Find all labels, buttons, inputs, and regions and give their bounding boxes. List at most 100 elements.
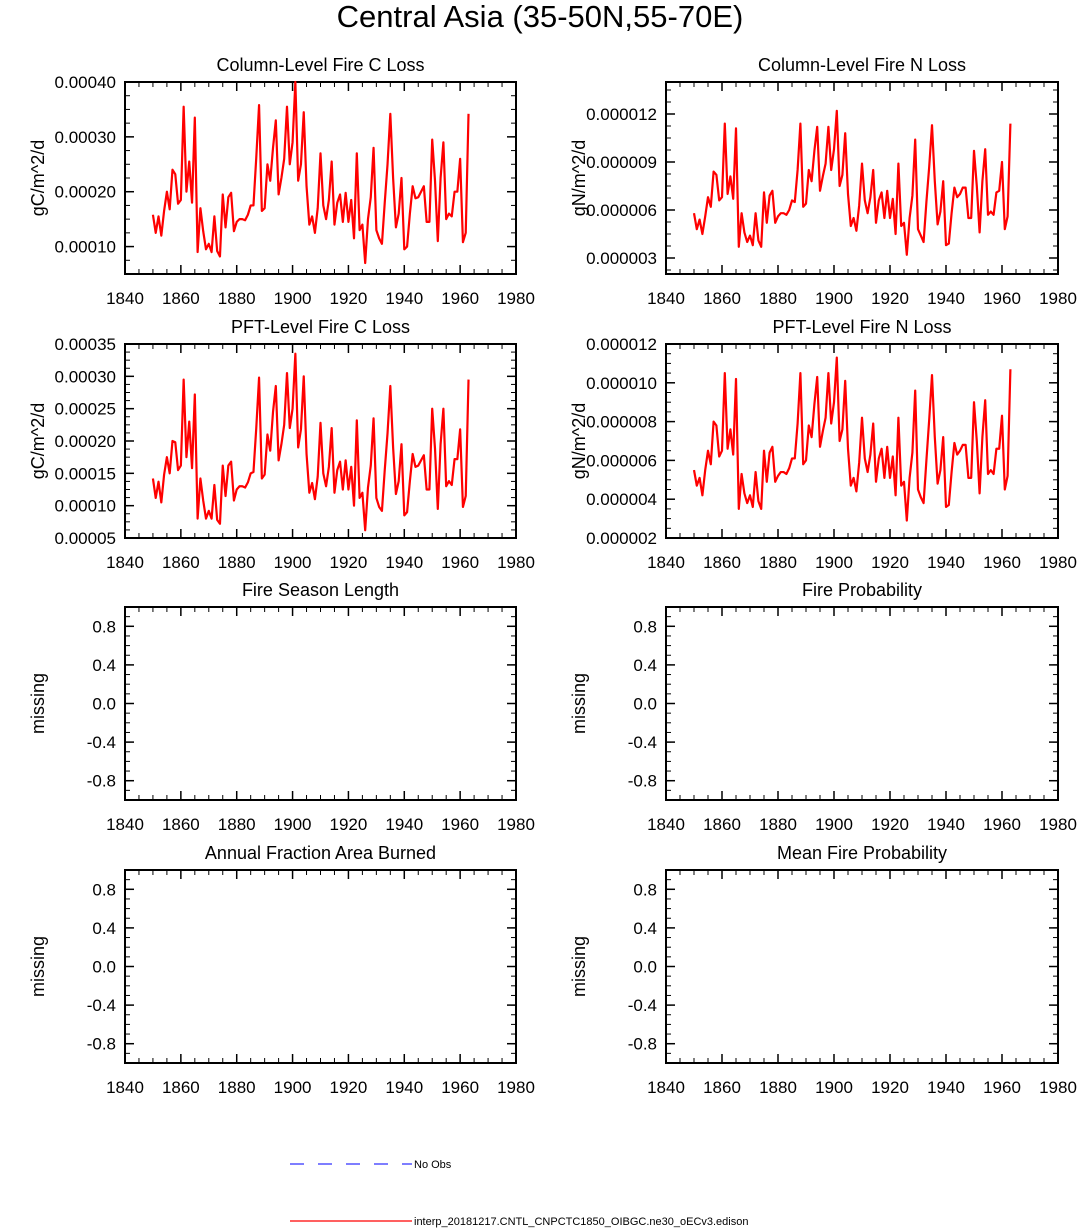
x-tick-label: 1900 [274, 289, 312, 308]
x-tick-label: 1860 [162, 815, 200, 834]
x-tick-label: 1880 [218, 815, 256, 834]
x-tick-label: 1880 [759, 1078, 797, 1097]
x-tick-label: 1900 [274, 1078, 312, 1097]
y-tick-label: 0.4 [92, 656, 116, 675]
y-tick-label: 0.00030 [55, 367, 116, 386]
x-tick-label: 1980 [1039, 553, 1077, 572]
y-tick-label: 0.000006 [586, 201, 657, 220]
series-line-model [151, 80, 470, 265]
chart-title: PFT-Level Fire C Loss [231, 317, 410, 337]
chart-title: Annual Fraction Area Burned [205, 843, 436, 863]
y-tick-label: 0.000010 [586, 374, 657, 393]
x-tick-label: 1960 [983, 1078, 1021, 1097]
x-tick-label: 1880 [759, 289, 797, 308]
y-tick-label: 0.000003 [586, 249, 657, 268]
x-tick-label: 1920 [871, 289, 909, 308]
x-tick-label: 1880 [759, 553, 797, 572]
y-tick-label: 0.00010 [55, 238, 116, 257]
y-tick-label: 0.0 [92, 695, 116, 714]
x-tick-label: 1840 [647, 289, 685, 308]
x-tick-label: 1960 [441, 553, 479, 572]
y-tick-label: -0.8 [87, 772, 116, 791]
x-tick-label: 1940 [927, 289, 965, 308]
plot-frame [124, 869, 517, 1064]
x-tick-label: 1940 [385, 1078, 423, 1097]
series-line-model [151, 352, 470, 532]
x-tick-label: 1900 [274, 553, 312, 572]
x-tick-label: 1880 [218, 553, 256, 572]
x-tick-label: 1860 [703, 289, 741, 308]
y-tick-label: 0.8 [633, 617, 657, 636]
x-tick-label: 1920 [330, 553, 368, 572]
y-tick-label: 0.000004 [586, 490, 657, 509]
x-tick-label: 1880 [218, 1078, 256, 1097]
y-tick-label: 0.0 [633, 958, 657, 977]
y-tick-label: 0.00030 [55, 128, 116, 147]
y-tick-label: -0.8 [628, 772, 657, 791]
x-tick-label: 1860 [703, 1078, 741, 1097]
chart-title: Column-Level Fire C Loss [216, 55, 424, 75]
chart-title: Column-Level Fire N Loss [758, 55, 966, 75]
x-tick-label: 1840 [106, 289, 144, 308]
y-tick-label: 0.00020 [55, 183, 116, 202]
plot-frame [665, 606, 1059, 801]
x-tick-label: 1940 [385, 815, 423, 834]
y-tick-label: 0.00005 [55, 529, 116, 548]
y-axis-label: gN/m^2/d [569, 140, 589, 216]
y-axis-label: gC/m^2/d [28, 140, 48, 216]
y-tick-label: 0.00025 [55, 400, 116, 419]
x-tick-label: 1900 [815, 553, 853, 572]
y-axis-label: gC/m^2/d [28, 403, 48, 479]
chart-title: Fire Season Length [242, 580, 399, 600]
y-tick-label: 0.00015 [55, 464, 116, 483]
y-tick-label: 0.8 [633, 880, 657, 899]
y-tick-label: -0.4 [87, 996, 116, 1015]
y-tick-label: -0.8 [87, 1035, 116, 1054]
x-tick-label: 1940 [927, 1078, 965, 1097]
x-tick-label: 1840 [106, 553, 144, 572]
chart-pft-level-fire-n-loss: PFT-Level Fire N Loss gN/m^2/d 1840 1860 188… [569, 317, 1077, 572]
x-tick-label: 1980 [497, 815, 535, 834]
x-tick-label: 1940 [927, 553, 965, 572]
y-tick-label: 0.000006 [586, 451, 657, 470]
x-tick-label: 1840 [647, 1078, 685, 1097]
x-tick-label: 1940 [385, 553, 423, 572]
x-tick-label: 1900 [815, 289, 853, 308]
x-tick-label: 1900 [274, 815, 312, 834]
x-tick-label: 1920 [330, 815, 368, 834]
chart-pft-level-fire-c-loss: PFT-Level Fire C Loss gC/m^2/d 1840 1860 188… [28, 317, 535, 572]
chart-column-level-fire-c-loss: Column-Level Fire C Loss gC/m^2/d 1840 1860… [28, 55, 535, 308]
y-tick-label: 0.0 [92, 958, 116, 977]
y-tick-label: 0.000012 [586, 335, 657, 354]
y-tick-label: 0.8 [92, 880, 116, 899]
x-tick-label: 1980 [1039, 289, 1077, 308]
x-tick-label: 1860 [162, 289, 200, 308]
y-tick-label: 0.00040 [55, 73, 116, 92]
y-axis-label: missing [28, 936, 48, 997]
x-tick-label: 1980 [497, 289, 535, 308]
y-tick-label: -0.4 [628, 733, 657, 752]
x-tick-label: 1900 [815, 815, 853, 834]
x-tick-label: 1960 [983, 553, 1021, 572]
y-axis-label: missing [28, 673, 48, 734]
figure-title: Central Asia (35-50N,55-70E) [337, 0, 744, 34]
y-tick-label: 0.000002 [586, 529, 657, 548]
x-tick-label: 1920 [330, 1078, 368, 1097]
y-tick-label: -0.4 [87, 733, 116, 752]
chart-mean-fire-probability: Mean Fire Probability missing 1840 1860 1880… [569, 843, 1077, 1097]
x-tick-label: 1840 [647, 815, 685, 834]
chart-title: Fire Probability [802, 580, 922, 600]
x-tick-label: 1920 [330, 289, 368, 308]
series-line-model [692, 356, 1012, 522]
y-tick-label: 0.00020 [55, 432, 116, 451]
x-tick-label: 1840 [647, 553, 685, 572]
legend: No Obs interp_20181217.CNTL_CNPCTC1850_O… [290, 1159, 748, 1228]
x-tick-label: 1980 [1039, 1078, 1077, 1097]
panel-grid: Column-Level Fire C Loss gC/m^2/d 1840 1860… [28, 55, 1077, 1097]
x-tick-label: 1940 [927, 815, 965, 834]
x-tick-label: 1980 [1039, 815, 1077, 834]
y-tick-label: -0.4 [628, 996, 657, 1015]
x-tick-label: 1920 [871, 1078, 909, 1097]
chart-fire-season-length: Fire Season Length missing 1840 1860 1880 190… [28, 580, 535, 834]
